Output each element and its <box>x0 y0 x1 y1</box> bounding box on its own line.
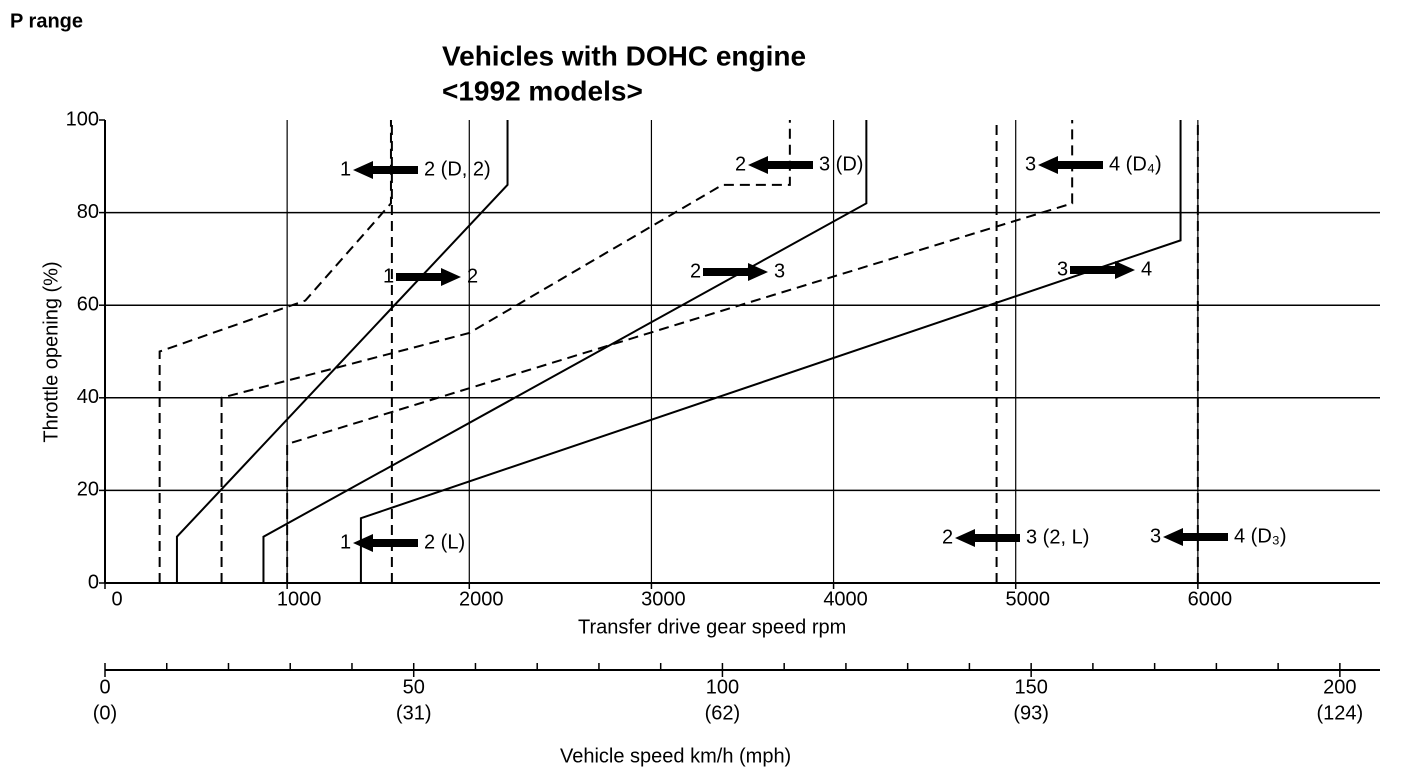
shift-arrow <box>703 263 768 281</box>
x2-tick-label: 50 <box>403 676 425 698</box>
annotation-to: 2 (L) <box>424 531 465 553</box>
shift-line <box>175 120 509 583</box>
x2-tick-mph-label: (93) <box>1013 702 1049 724</box>
shift-arrow <box>396 268 461 286</box>
y-tick-label: 80 <box>77 201 99 223</box>
x-axis-label: Transfer drive gear speed rpm <box>578 616 846 638</box>
annotation-to: 2 <box>467 265 478 287</box>
annotation-to: 4 (D₄) <box>1109 153 1162 175</box>
x-tick-label: 0 <box>111 588 122 610</box>
page-label: P range <box>10 10 83 32</box>
x2-tick-label: 200 <box>1323 676 1356 698</box>
annotation-from: 2 <box>942 526 953 548</box>
shift-arrow <box>955 529 1020 547</box>
shift-line <box>262 120 868 583</box>
annotation-to: 4 (D₃) <box>1234 525 1287 547</box>
shift-arrow <box>1070 261 1135 279</box>
x-tick-label: 6000 <box>1188 588 1233 610</box>
x2-tick-mph-label: (124) <box>1317 702 1364 724</box>
chart-subtitle: <1992 models> <box>442 75 643 106</box>
x2-tick-label: 100 <box>706 676 739 698</box>
x2-tick-mph-label: (0) <box>93 702 117 724</box>
chart-title: Vehicles with DOHC engine <box>442 40 806 71</box>
y-tick-label: 60 <box>77 293 99 315</box>
shift-line <box>286 120 1074 583</box>
y-tick-label: 40 <box>77 386 99 408</box>
annotation-from: 3 <box>1057 258 1068 280</box>
annotation-to: 4 <box>1141 258 1152 280</box>
shift-line <box>359 120 1182 583</box>
annotation-from: 3 <box>1025 153 1036 175</box>
shift-arrow <box>353 161 418 179</box>
annotation-to: 3 <box>774 260 785 282</box>
x-tick-label: 1000 <box>277 588 322 610</box>
shift-arrow <box>1163 528 1228 546</box>
annotation-from: 1 <box>383 265 394 287</box>
shift-arrow <box>1038 156 1103 174</box>
x-tick-label: 2000 <box>459 588 504 610</box>
annotation-from: 3 <box>1150 525 1161 547</box>
shift-line <box>158 120 392 583</box>
annotation-from: 2 <box>690 260 701 282</box>
shift-arrow <box>748 156 813 174</box>
y-tick-label: 0 <box>88 571 99 593</box>
annotation-to: 2 (D, 2) <box>424 158 491 180</box>
annotation-from: 2 <box>735 153 746 175</box>
annotation-from: 1 <box>340 158 351 180</box>
y-axis-label: Throttle opening (%) <box>40 261 62 442</box>
annotation-to: 3 (2, L) <box>1026 526 1089 548</box>
x2-tick-label: 0 <box>99 676 110 698</box>
y-tick-label: 100 <box>66 108 99 130</box>
y-tick-label: 20 <box>77 479 99 501</box>
annotation-from: 1 <box>340 531 351 553</box>
x-tick-label: 5000 <box>1005 588 1050 610</box>
x2-tick-mph-label: (31) <box>396 702 432 724</box>
x-tick-label: 3000 <box>641 588 686 610</box>
x2-axis-label: Vehicle speed km/h (mph) <box>560 745 791 767</box>
annotation-to: 3 (D) <box>819 153 863 175</box>
x2-tick-mph-label: (62) <box>705 702 741 724</box>
x2-tick-label: 150 <box>1014 676 1047 698</box>
shift-arrow <box>353 534 418 552</box>
x-tick-label: 4000 <box>823 588 868 610</box>
